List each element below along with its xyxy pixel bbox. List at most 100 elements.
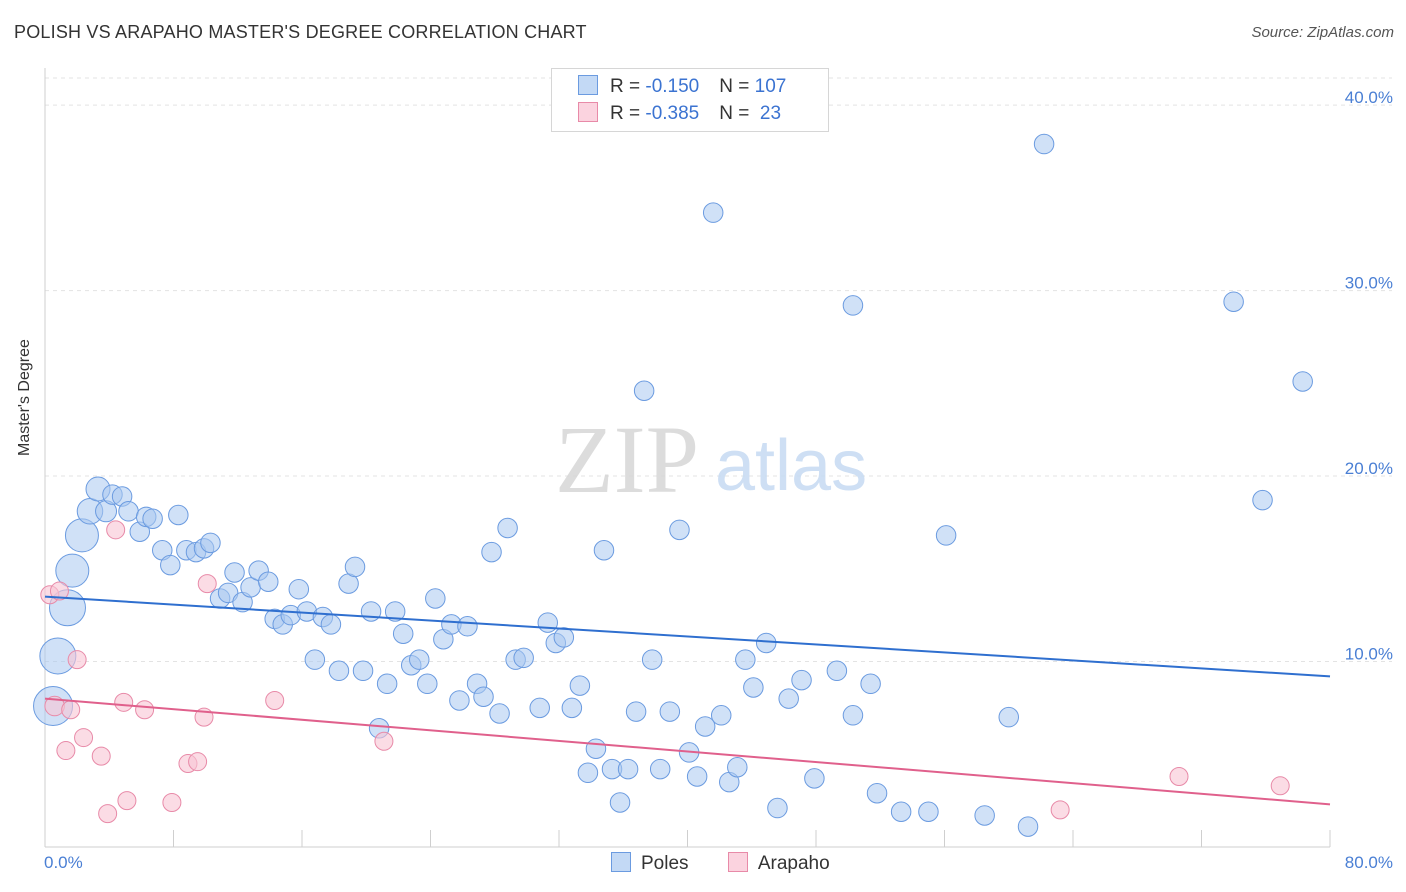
- point-poles: [659, 701, 681, 722]
- point-poles: [569, 675, 591, 696]
- point-arapaho: [56, 741, 76, 761]
- point-arapaho: [117, 791, 137, 811]
- point-poles: [537, 612, 559, 633]
- legend-swatch-poles: [578, 75, 598, 95]
- point-poles: [778, 688, 799, 709]
- point-poles: [593, 539, 615, 561]
- legend-item-poles[interactable]: Poles: [611, 852, 689, 875]
- series-points: [33, 133, 1313, 837]
- point-poles: [710, 705, 732, 726]
- point-poles: [425, 588, 446, 609]
- chart-title: POLISH VS ARAPAHO MASTER'S DEGREE CORREL…: [14, 22, 587, 42]
- point-arapaho: [106, 520, 126, 540]
- point-poles: [633, 380, 655, 401]
- point-poles: [641, 649, 663, 670]
- legend-r-label: R =: [610, 103, 646, 124]
- legend-swatch-arapaho: [727, 852, 748, 872]
- point-poles: [376, 673, 398, 695]
- point-poles: [974, 805, 995, 826]
- legend-r-value: -0.150: [645, 76, 700, 97]
- point-poles: [826, 660, 848, 682]
- point-arapaho: [162, 792, 182, 812]
- point-arapaho: [74, 728, 94, 748]
- point-poles: [449, 690, 470, 711]
- point-poles: [513, 647, 534, 669]
- point-poles: [217, 582, 239, 604]
- point-arapaho: [114, 692, 134, 712]
- point-poles: [755, 632, 777, 654]
- x-tick-label: 0.0%: [44, 853, 83, 872]
- legend-label-arapaho: Arapaho: [757, 853, 830, 874]
- point-poles: [735, 649, 756, 670]
- legend-r-value: -0.385: [645, 103, 700, 124]
- y-axis-label: Master's Degree: [16, 339, 33, 456]
- point-arapaho: [374, 731, 394, 751]
- series-legend: Poles Arapaho: [611, 852, 864, 875]
- point-poles: [1017, 816, 1039, 837]
- point-poles: [258, 571, 279, 593]
- point-poles: [609, 792, 631, 813]
- point-poles: [842, 295, 864, 316]
- point-poles: [1252, 489, 1273, 511]
- point-poles: [1292, 371, 1313, 392]
- y-tick-label: 40.0%: [1345, 88, 1393, 107]
- point-poles: [160, 554, 181, 576]
- point-arapaho: [67, 650, 87, 670]
- point-poles: [890, 801, 912, 823]
- point-poles: [998, 706, 1019, 728]
- y-tick-label: 20.0%: [1345, 459, 1393, 478]
- point-poles: [585, 738, 607, 759]
- y-tick-label: 30.0%: [1345, 274, 1393, 293]
- point-arapaho: [135, 700, 155, 720]
- point-arapaho: [1050, 800, 1070, 820]
- y-tick-label: 10.0%: [1345, 645, 1393, 664]
- point-poles: [553, 627, 575, 648]
- point-poles: [860, 673, 881, 695]
- point-arapaho: [197, 574, 217, 594]
- legend-n-label: N =: [719, 103, 755, 124]
- point-poles: [686, 766, 708, 787]
- tick-labels: 10.0% 20.0% 30.0% 40.0% 0.0% 80.0%: [44, 88, 1393, 872]
- point-poles: [804, 768, 825, 789]
- legend-swatch-poles: [611, 852, 631, 872]
- point-poles: [617, 758, 639, 780]
- point-poles: [457, 616, 478, 637]
- point-poles: [55, 553, 90, 588]
- point-poles: [791, 669, 812, 691]
- point-poles: [702, 202, 724, 223]
- x-tick-label: 80.0%: [1345, 853, 1393, 872]
- point-poles: [935, 525, 957, 546]
- point-arapaho: [1169, 767, 1189, 787]
- point-poles: [118, 501, 139, 522]
- point-poles: [918, 801, 939, 823]
- legend-label-poles: Poles: [641, 853, 689, 874]
- point-poles: [649, 758, 671, 780]
- series-poles: [33, 133, 1313, 837]
- point-poles: [489, 703, 510, 724]
- point-poles: [288, 578, 310, 600]
- trend-line-poles: [44, 595, 1331, 678]
- point-poles: [497, 517, 518, 539]
- point-poles: [694, 716, 716, 737]
- point-arapaho: [98, 804, 118, 824]
- point-arapaho: [188, 752, 208, 772]
- legend-swatch-arapaho: [578, 102, 598, 122]
- point-poles: [224, 562, 245, 583]
- point-arapaho: [61, 700, 81, 720]
- stats-legend: R = -0.150 N = 107 R = -0.385 N = 23: [551, 68, 829, 132]
- point-poles: [842, 705, 864, 726]
- point-poles: [866, 782, 888, 804]
- legend-item-arapaho[interactable]: Arapaho: [727, 852, 830, 875]
- point-poles: [727, 756, 748, 778]
- watermark: ZIP atlas: [555, 406, 867, 513]
- point-poles: [168, 504, 189, 526]
- point-poles: [767, 797, 788, 819]
- point-poles: [344, 556, 366, 578]
- point-poles: [352, 660, 374, 682]
- point-poles: [328, 660, 350, 682]
- point-arapaho: [91, 746, 111, 766]
- point-poles: [409, 649, 430, 670]
- grid-lines: [45, 77, 1392, 663]
- point-arapaho: [265, 690, 285, 710]
